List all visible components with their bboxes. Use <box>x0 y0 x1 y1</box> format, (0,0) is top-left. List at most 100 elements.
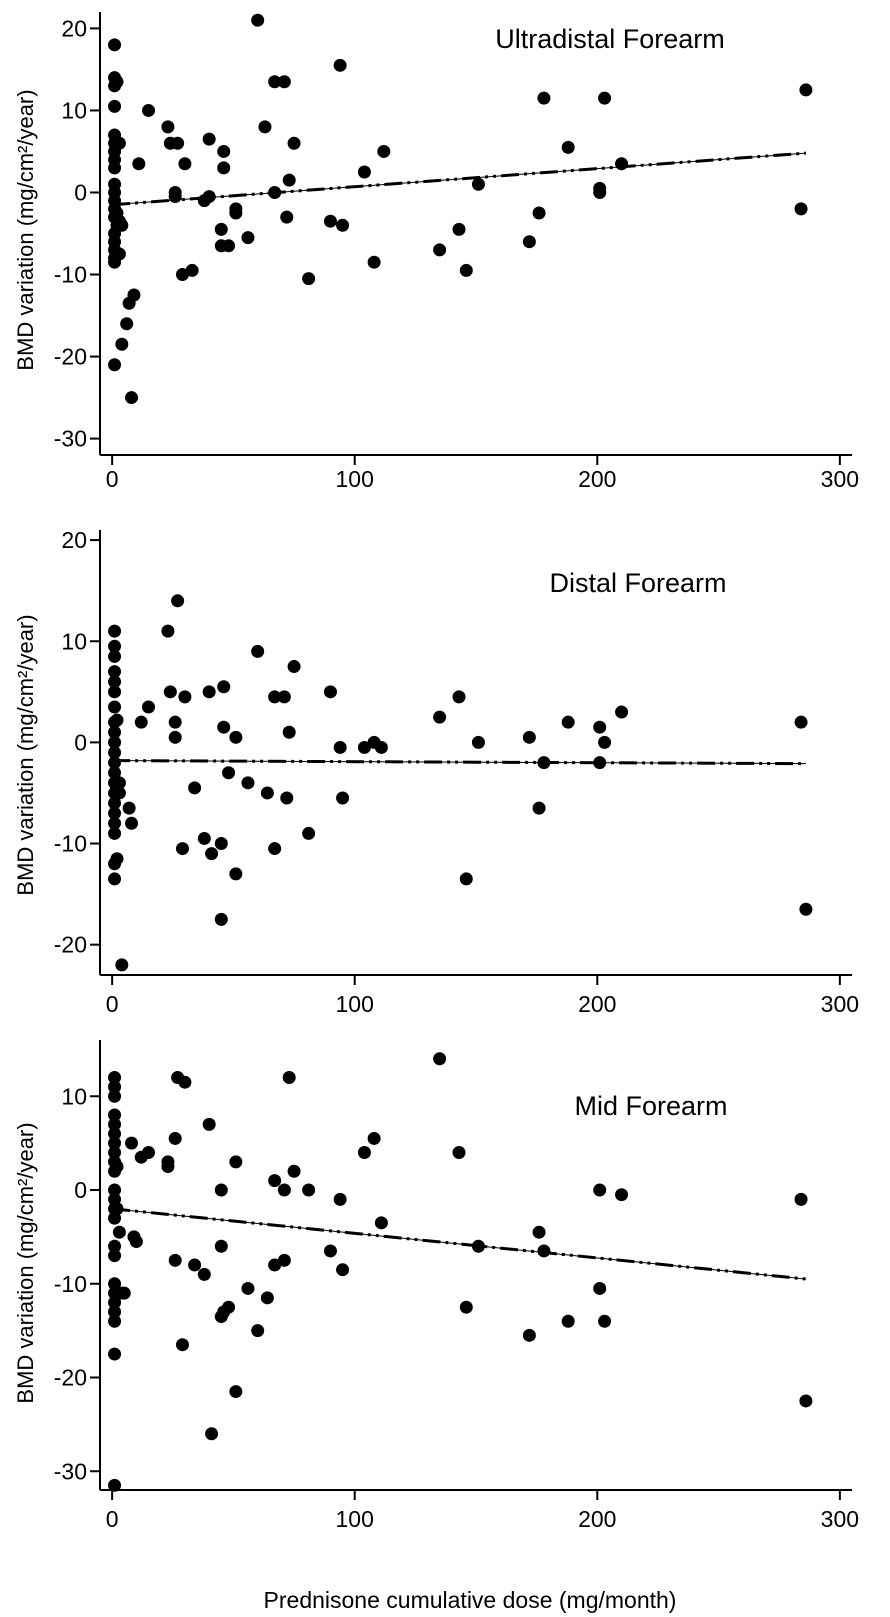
data-point <box>202 132 216 146</box>
data-point <box>229 867 243 881</box>
data-point <box>214 1239 228 1253</box>
data-point <box>134 715 148 729</box>
x-tick-label: 300 <box>821 1506 859 1532</box>
data-point <box>108 1183 122 1197</box>
data-point <box>222 239 236 253</box>
y-tick-label: -30 <box>54 1458 87 1484</box>
panel-title: Ultradistal Forearm <box>495 24 725 54</box>
data-point <box>122 801 136 815</box>
data-point <box>268 1174 282 1188</box>
data-point <box>241 231 255 245</box>
data-point <box>336 218 350 232</box>
panel-title: Mid Forearm <box>574 1091 727 1121</box>
data-point <box>108 1080 122 1094</box>
y-tick-label: -30 <box>54 426 87 452</box>
y-tick-label: -20 <box>54 344 87 370</box>
data-point <box>108 1127 122 1141</box>
data-point <box>108 1146 122 1159</box>
data-point <box>161 120 175 134</box>
data-point <box>197 1267 211 1281</box>
data-point <box>205 1427 219 1441</box>
data-point <box>532 206 546 220</box>
data-point <box>452 222 466 236</box>
panel-title: Distal Forearm <box>549 568 726 598</box>
data-point <box>142 1146 156 1159</box>
data-point <box>593 1281 607 1295</box>
y-tick-label: 0 <box>74 729 87 755</box>
data-point <box>251 13 265 27</box>
data-point <box>522 1328 536 1342</box>
x-tick-label: 200 <box>578 991 616 1017</box>
data-point <box>108 826 122 840</box>
data-point <box>336 1263 350 1277</box>
data-point <box>217 144 231 158</box>
data-point <box>168 1131 182 1145</box>
data-point <box>175 1338 189 1352</box>
data-point <box>108 725 122 739</box>
trend-line <box>112 759 806 766</box>
data-point <box>168 1253 182 1267</box>
data-point <box>333 740 347 754</box>
data-point <box>108 1478 122 1492</box>
data-point <box>125 816 139 830</box>
data-point <box>108 796 122 810</box>
data-point <box>302 826 316 840</box>
y-axis-label: BMD variation (mg/cm²/year) <box>13 89 38 370</box>
data-point <box>377 144 391 158</box>
data-point <box>202 190 216 204</box>
data-point <box>452 1146 466 1159</box>
data-point <box>110 1160 124 1174</box>
data-point <box>127 288 141 302</box>
data-point <box>108 675 122 689</box>
data-point <box>287 136 301 150</box>
data-point <box>108 1136 122 1150</box>
y-tick-label: -10 <box>54 262 87 288</box>
y-axis-label: BMD variation (mg/cm²/year) <box>13 614 38 895</box>
data-point <box>178 1075 192 1089</box>
data-point <box>433 1052 447 1066</box>
data-point <box>794 715 808 729</box>
data-point <box>112 786 126 800</box>
data-point <box>214 1183 228 1197</box>
y-axis-label: BMD variation (mg/cm²/year) <box>13 1122 38 1403</box>
data-point <box>799 902 813 916</box>
data-point <box>260 786 274 800</box>
data-point <box>202 1117 216 1131</box>
data-point <box>229 730 243 744</box>
data-point <box>260 1291 274 1305</box>
data-point <box>110 852 124 866</box>
data-point <box>302 1183 316 1197</box>
data-point <box>799 1394 813 1408</box>
data-point <box>188 1258 202 1272</box>
data-point <box>163 685 177 699</box>
data-point <box>598 91 612 105</box>
data-point <box>615 1188 629 1202</box>
data-point <box>277 690 291 704</box>
data-point <box>108 806 122 820</box>
data-point <box>598 1314 612 1328</box>
data-point <box>433 243 447 257</box>
data-point <box>268 842 282 856</box>
data-point <box>142 700 156 714</box>
data-point <box>367 1131 381 1145</box>
data-point <box>168 730 182 744</box>
x-tick-label: 200 <box>578 466 616 492</box>
data-point <box>108 1089 122 1103</box>
data-point <box>794 1192 808 1206</box>
data-point <box>115 218 129 232</box>
data-point <box>115 958 129 972</box>
data-point <box>222 766 236 780</box>
data-point <box>615 705 629 719</box>
data-point <box>459 1300 473 1314</box>
data-point <box>280 791 294 805</box>
y-tick-label: 20 <box>61 15 87 41</box>
data-point <box>108 639 122 653</box>
data-point <box>112 776 126 790</box>
data-point <box>108 1305 122 1319</box>
data-point <box>268 75 282 89</box>
data-point <box>258 120 272 134</box>
panel-distal-forearm: Distal Forearm BMD variation (mg/cm²/yea… <box>13 527 859 1017</box>
y-tick-label: -10 <box>54 831 87 857</box>
panel-ultradistal-forearm: Ultradistal Forearm BMD variation (mg/cm… <box>13 12 859 492</box>
data-point <box>532 801 546 815</box>
